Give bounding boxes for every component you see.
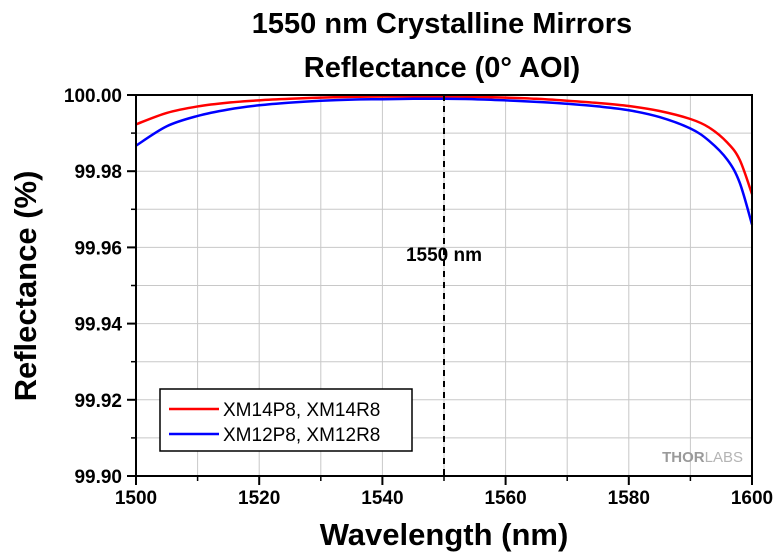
series-line-2	[135, 97, 754, 225]
watermark-labs: LABS	[705, 449, 743, 466]
y-tick-label: 99.92	[74, 391, 122, 412]
y-tick-label: 99.96	[74, 238, 122, 259]
legend-label-2: XM12P8, XM12R8	[223, 425, 380, 446]
axis-ticks	[127, 94, 753, 485]
x-tick-label: 1580	[608, 488, 650, 509]
x-tick-label: 1540	[361, 488, 403, 509]
series-lines	[135, 95, 754, 225]
chart-title: 1550 nm Crystalline Mirrors Reflectance (…	[252, 8, 632, 84]
title-line-2: Reflectance (0° AOI)	[304, 52, 580, 84]
y-tick-label: 99.90	[74, 467, 122, 488]
y-tick-label: 99.98	[74, 162, 122, 183]
tick-labels: 1500 1520 1540 1560 1580 1600 99.90 99.92 99.94 9…	[64, 86, 773, 509]
x-tick-label: 1600	[731, 488, 773, 509]
series-line-1	[135, 95, 754, 195]
legend-label-1: XM14P8, XM14R8	[223, 400, 380, 421]
x-axis-title: Wavelength (nm)	[320, 517, 569, 552]
y-tick-label: 99.94	[74, 315, 122, 336]
y-axis-title: Reflectance (%)	[8, 171, 43, 402]
y-tick-label: 100.00	[64, 86, 122, 107]
annotation: 1550 nm	[406, 95, 482, 476]
x-tick-label: 1500	[115, 488, 157, 509]
x-tick-label: 1520	[238, 488, 280, 509]
x-tick-label: 1560	[484, 488, 526, 509]
thorlabs-watermark: THORLABS	[662, 449, 743, 466]
legend: XM14P8, XM14R8 XM12P8, XM12R8	[159, 388, 413, 452]
axis-titles: Wavelength (nm) Reflectance (%)	[8, 171, 568, 552]
watermark-text: THORLABS	[662, 449, 743, 466]
annotation-label: 1550 nm	[406, 245, 482, 266]
title-line-1: 1550 nm Crystalline Mirrors	[252, 8, 632, 40]
legend-box	[159, 388, 413, 452]
watermark-thor: THOR	[662, 449, 705, 466]
